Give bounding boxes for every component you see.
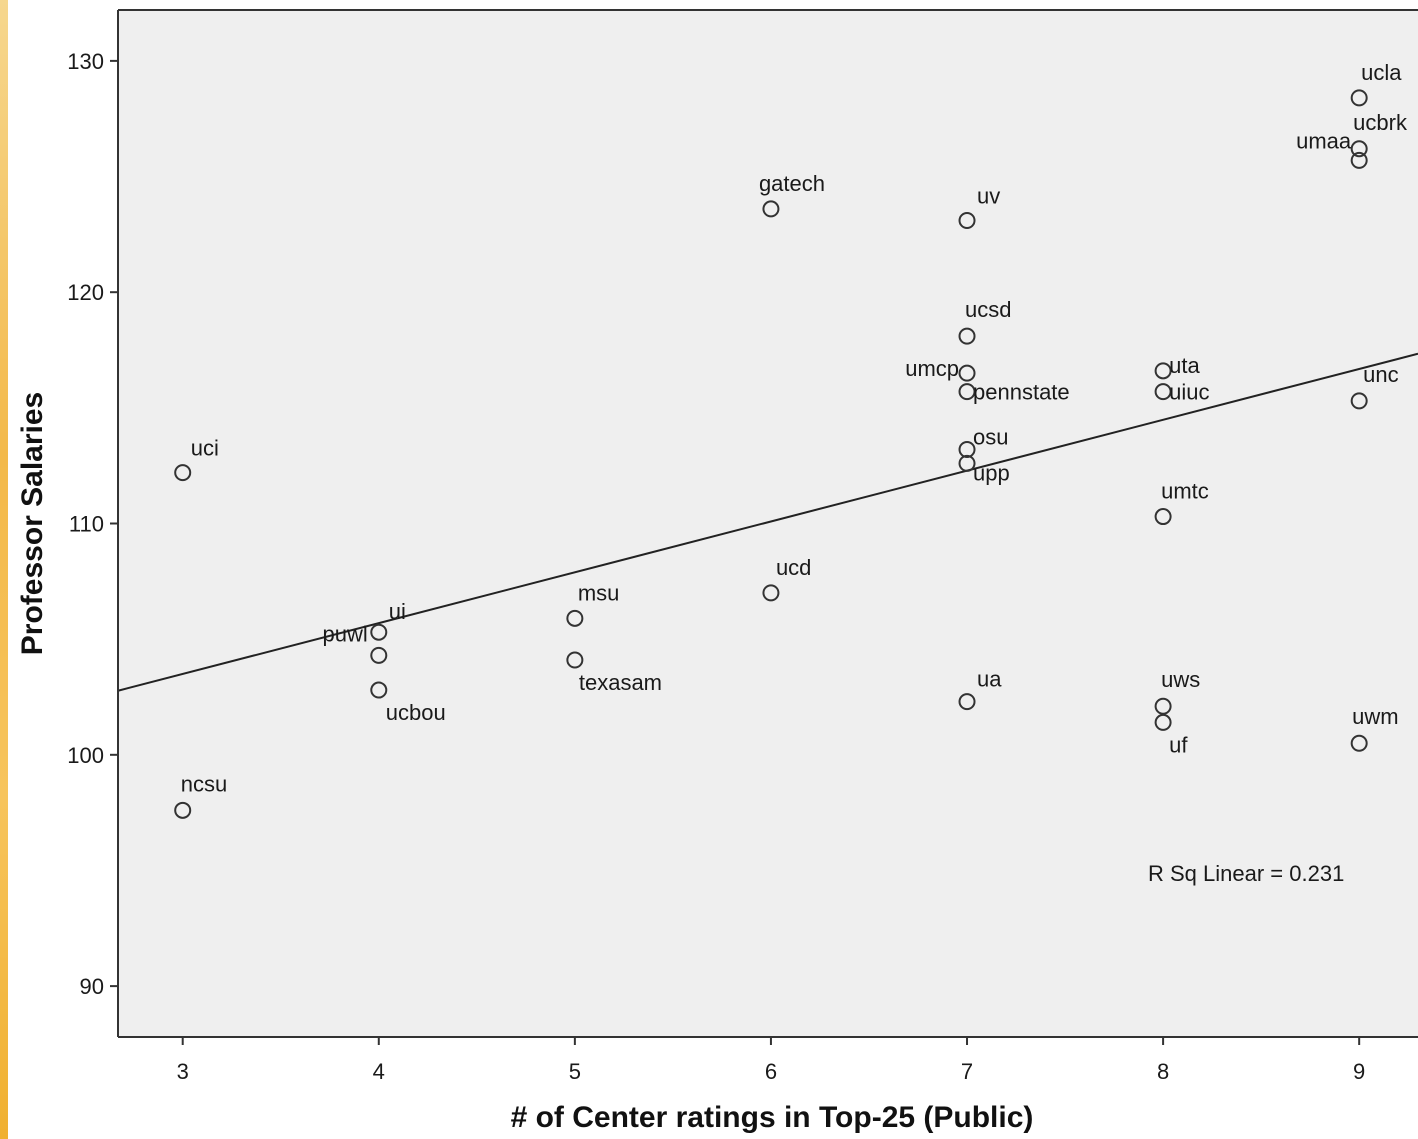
data-point-umcp [958,364,976,382]
point-label-uiuc: uiuc [1169,380,1209,405]
r-squared-annotation: R Sq Linear = 0.231 [1148,861,1344,886]
point-label-umcp: umcp [905,356,959,381]
data-point-uv [958,211,976,229]
data-point-pennstate [958,383,976,401]
point-label-ucd: ucd [776,555,811,580]
point-label-uws: uws [1161,667,1200,692]
data-point-msu [566,609,584,627]
point-label-ucbou: ucbou [386,700,446,725]
decorative-side-stripe [0,0,8,1139]
y-tick-label-110: 110 [69,512,104,537]
fit-line [117,352,1418,692]
y-tick-label-100: 100 [67,743,104,768]
data-point-uta [1154,362,1172,380]
x-tick-label-5: 5 [569,1059,581,1084]
point-label-unc: unc [1363,362,1398,387]
point-label-uci: uci [191,436,219,461]
data-point-umtc [1154,508,1172,526]
point-label-ua: ua [977,667,1002,692]
data-point-ucbrk [1350,140,1368,158]
data-point-texasam [566,651,584,669]
data-point-puwl [370,646,388,664]
data-point-uci [174,464,192,482]
x-tick-label-8: 8 [1157,1059,1169,1084]
point-label-ucsd: ucsd [965,297,1011,322]
point-label-uwm: uwm [1352,704,1398,729]
point-label-umtc: umtc [1161,479,1209,504]
data-point-uws [1154,697,1172,715]
point-label-ui: ui [389,599,406,624]
y-axis-title: Professor Salaries [16,392,49,655]
point-label-umaa: umaa [1296,128,1352,153]
y-tick-label-120: 120 [67,280,104,305]
data-point-ucd [762,584,780,602]
point-label-ucla: ucla [1361,60,1402,85]
point-label-osu: osu [973,424,1008,449]
data-point-ua [958,693,976,711]
point-label-uf: uf [1169,732,1188,757]
point-label-uv: uv [977,183,1000,208]
point-label-msu: msu [578,580,620,605]
data-point-gatech [762,200,780,218]
point-label-texasam: texasam [579,670,662,695]
point-label-ucbrk: ucbrk [1353,110,1408,135]
point-label-uta: uta [1169,353,1200,378]
data-point-osu [958,440,976,458]
x-tick-label-3: 3 [177,1059,189,1084]
y-tick-label-90: 90 [80,974,104,999]
x-axis-title: # of Center ratings in Top-25 (Public) [511,1101,1034,1134]
data-point-uf [1154,713,1172,731]
data-point-ucbou [370,681,388,699]
x-tick-label-4: 4 [373,1059,385,1084]
data-point-unc [1350,392,1368,410]
x-tick-label-9: 9 [1353,1059,1365,1084]
x-tick-label-7: 7 [961,1059,973,1084]
fit-line-layer [117,352,1418,692]
plot-area [118,10,1418,1037]
data-point-umaa [1350,151,1368,169]
data-point-uiuc [1154,383,1172,401]
data-point-uwm [1350,734,1368,752]
data-point-ui [370,623,388,641]
y-tick-label-130: 130 [67,49,104,74]
point-label-pennstate: pennstate [973,380,1070,405]
data-point-ucsd [958,327,976,345]
data-point-upp [958,454,976,472]
point-label-upp: upp [973,460,1010,485]
axes-layer: 90 100 110 120 130 3 4 5 6 7 8 9 [67,9,1418,1084]
point-label-gatech: gatech [759,171,825,196]
x-tick-label-6: 6 [765,1059,777,1084]
point-label-puwl: puwl [323,621,368,646]
point-label-ncsu: ncsu [181,771,227,796]
data-point-ncsu [174,801,192,819]
data-point-ucla [1350,89,1368,107]
